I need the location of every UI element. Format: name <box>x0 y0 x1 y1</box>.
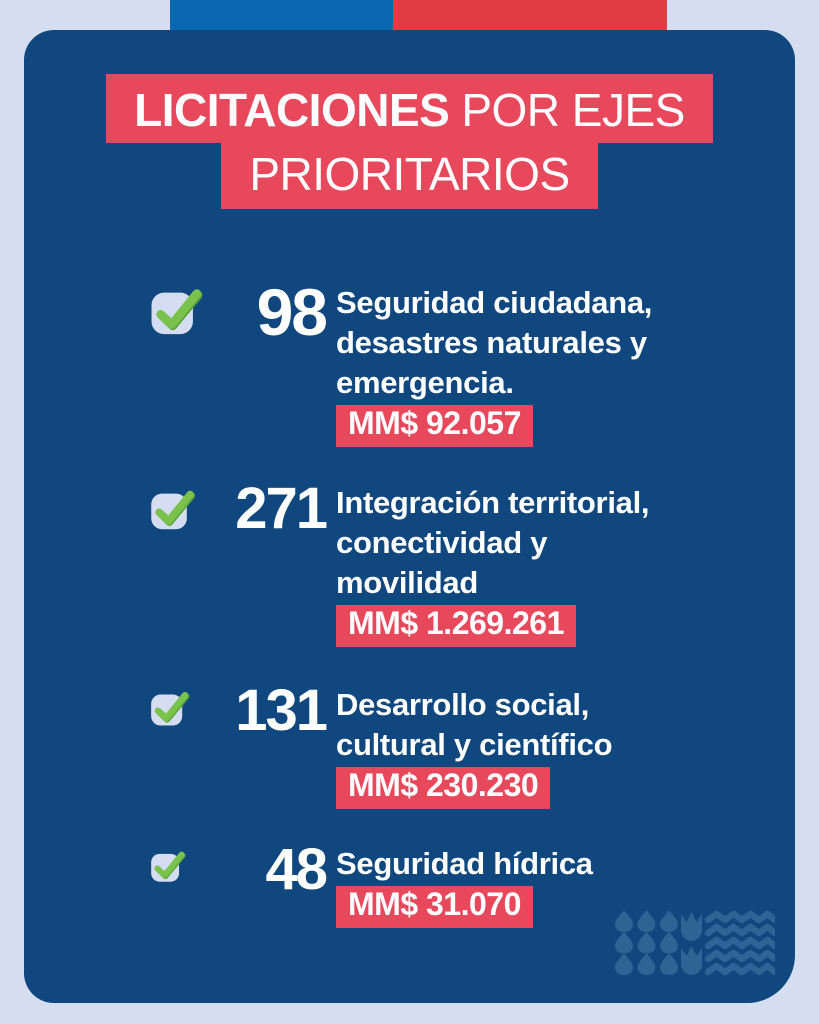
mop-logo-pattern <box>615 910 775 976</box>
description-line: movilidad <box>336 565 478 600</box>
title-line-2: PRIORITARIOS <box>221 143 598 209</box>
wheat-spike-icon <box>681 912 702 975</box>
water-drops-icon <box>615 910 678 975</box>
check-icon <box>150 483 210 536</box>
amount-badge: MM$ 230.230 <box>336 767 551 809</box>
item-description: Seguridad hídrica MM$ 31.070 <box>336 844 593 928</box>
description-line: Seguridad hídrica <box>336 846 593 881</box>
item-description: Integración territorial, conectividad y … <box>336 483 650 647</box>
description-line: emergencia. <box>336 365 514 400</box>
description-line: Integración territorial, <box>336 485 650 520</box>
flag-header-bar <box>0 0 819 30</box>
waves-icon <box>704 910 775 976</box>
item-count: 131 <box>235 678 328 743</box>
amount-badge: MM$ 31.070 <box>336 886 533 928</box>
content-card: LICITACIONES POR EJES PRIORITARIOS 98 Seg… <box>24 30 795 1003</box>
title-line-1: LICITACIONES POR EJES <box>106 74 713 143</box>
check-icon <box>150 283 210 341</box>
page-title: LICITACIONES POR EJES PRIORITARIOS <box>24 74 795 209</box>
title-rest: POR EJES <box>461 84 685 136</box>
flag-red-segment <box>393 0 667 30</box>
check-icon <box>150 685 210 732</box>
description-line: cultural y científico <box>336 727 613 762</box>
description-line: Seguridad ciudadana, <box>336 285 653 320</box>
item-count: 98 <box>256 275 328 349</box>
stat-item-integracion-territorial: 271 Integración territorial, conectivida… <box>150 476 650 647</box>
item-description: Seguridad ciudadana, desastres naturales… <box>336 283 652 447</box>
title-emphasis: LICITACIONES <box>134 84 450 136</box>
description-line: Desarrollo social, <box>336 687 590 722</box>
stat-item-seguridad-hidrica: 48 Seguridad hídrica MM$ 31.070 <box>150 837 593 928</box>
item-description: Desarrollo social, cultural y científico… <box>336 685 613 809</box>
flag-blue-segment <box>170 0 393 30</box>
item-count: 271 <box>235 476 328 541</box>
description-line: desastres naturales y <box>336 325 647 360</box>
stat-item-seguridad-ciudadana: 98 Seguridad ciudadana, desastres natura… <box>150 275 652 447</box>
item-count: 48 <box>265 837 328 902</box>
stat-item-desarrollo-social: 131 Desarrollo social, cultural y cientí… <box>150 678 613 809</box>
check-icon <box>150 844 210 888</box>
amount-badge: MM$ 92.057 <box>336 405 533 447</box>
description-line: conectividad y <box>336 525 548 560</box>
amount-badge: MM$ 1.269.261 <box>336 605 576 647</box>
